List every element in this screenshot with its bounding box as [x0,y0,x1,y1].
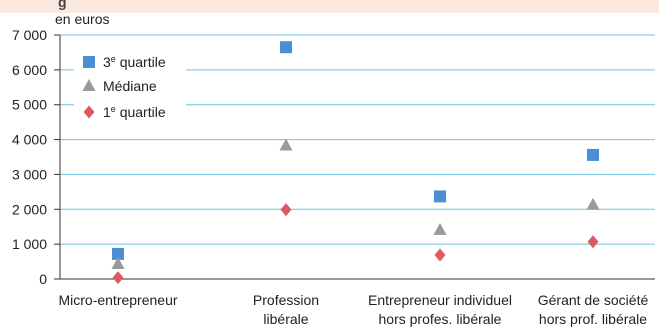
data-points [111,41,600,285]
x-category-label: hors prof. libérale [539,311,647,327]
data-point-triangle [279,138,293,151]
y-tick-label: 7 000 [12,27,47,43]
legend-marker-square [83,56,95,68]
data-point-square [434,190,446,203]
data-point-diamond [587,235,599,249]
data-point-triangle [586,197,600,210]
legend: 3e quartile Médiane 1e quartile [82,54,166,120]
unit-label: en euros [55,11,109,27]
data-point-triangle [111,257,125,270]
y-tick-label: 5 000 [12,97,47,113]
y-tick-label: 0 [39,271,47,287]
title-band: g [0,0,659,13]
x-category-label: libérale [263,311,308,327]
data-point-square [280,41,292,54]
axes [54,34,655,280]
y-tick-label: 1 000 [12,236,47,252]
chart-title-fragment: g [58,0,67,10]
legend-marker-diamond [83,105,95,119]
y-tick-label: 4 000 [12,132,47,148]
x-category-labels: Micro-entrepreneur Profession libérale Entr… [58,292,648,327]
x-category-label: Entrepreneur individuel [368,292,512,308]
data-point-square [587,148,599,161]
x-category-label: Gérant de société [538,292,649,308]
x-category-label: Micro-entrepreneur [58,292,177,308]
data-point-triangle [433,222,447,235]
y-tick-label: 2 000 [12,201,47,217]
y-tick-label: 3 000 [12,166,47,182]
y-tick-label: 6 000 [12,62,47,78]
legend-marker-triangle [82,79,96,91]
legend-label: 3e quartile [103,54,166,70]
legend-label: 1e quartile [103,104,166,120]
y-tick-labels: 0 1 000 2 000 3 000 4 000 5 000 6 000 7 000 [12,27,47,287]
x-category-label: hors profes. libérale [379,311,502,327]
legend-label: Médiane [103,78,157,94]
x-category-label: Profession [253,292,319,308]
data-point-diamond [280,203,292,217]
data-point-square [112,247,124,260]
data-point-diamond [112,271,124,285]
data-point-diamond [434,248,446,262]
